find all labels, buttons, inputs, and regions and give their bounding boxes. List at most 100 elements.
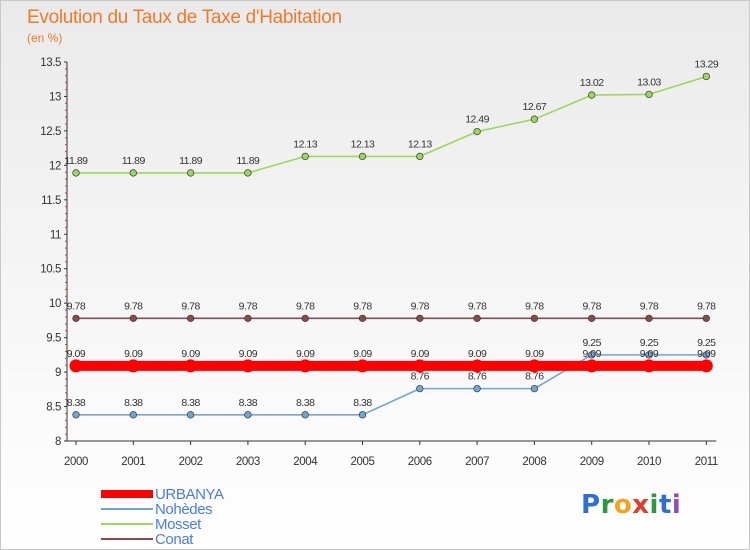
- y-tick-label: 9.5: [46, 333, 61, 345]
- data-label: 9.09: [124, 348, 143, 360]
- x-tick-label: 2002: [179, 456, 203, 468]
- data-labels-layer: 8.38 8.38 8.38 8.38 8.38 8.38 8.76 8.76 8.76 9.25…: [65, 58, 720, 409]
- data-label: 9.78: [640, 300, 659, 312]
- data-label: 8.76: [468, 371, 487, 383]
- data-label: 12.13: [293, 138, 317, 150]
- data-label: 9.78: [411, 300, 430, 312]
- data-point: [129, 314, 137, 322]
- data-point: [473, 314, 481, 322]
- x-tick-label: 2005: [351, 456, 375, 468]
- data-label: 8.38: [124, 397, 143, 409]
- series-nohedes: [72, 351, 710, 419]
- data-point: [645, 314, 653, 322]
- data-point: [301, 411, 309, 419]
- data-label: 8.76: [525, 371, 544, 383]
- y-tick-label: 10: [49, 298, 61, 310]
- data-label: 8.38: [67, 397, 86, 409]
- legend-swatch: [101, 523, 153, 525]
- data-point: [244, 169, 252, 177]
- data-label: 9.78: [468, 300, 487, 312]
- data-point: [585, 359, 599, 373]
- data-point: [241, 359, 255, 373]
- data-label: 13.29: [694, 58, 718, 70]
- data-point: [72, 314, 80, 322]
- data-label: 13.03: [637, 76, 661, 88]
- data-label: 9.09: [582, 348, 601, 360]
- data-label: 9.09: [239, 348, 258, 360]
- data-label: 8.38: [296, 397, 315, 409]
- data-point: [645, 90, 653, 99]
- data-point: [530, 384, 539, 393]
- data-label: 12.49: [465, 114, 489, 126]
- legend-label: Nohèdes: [155, 501, 213, 518]
- x-tick-label: 2006: [408, 456, 432, 468]
- proxiti-logo: Proxiti: [581, 490, 682, 520]
- data-label: 13.02: [580, 77, 604, 89]
- data-label: 9.78: [239, 300, 258, 312]
- y-tick-label: 13: [49, 91, 61, 103]
- data-point: [416, 152, 424, 161]
- data-label: 8.38: [181, 397, 200, 409]
- data-point: [356, 359, 369, 373]
- legend-label: Mosset: [155, 516, 201, 533]
- data-point: [358, 152, 367, 161]
- y-tick-label: 11: [50, 229, 61, 241]
- data-point: [588, 351, 596, 359]
- data-label: 9.09: [640, 348, 659, 360]
- y-tick-label: 12.5: [40, 126, 61, 138]
- data-point: [186, 411, 195, 419]
- data-point: [473, 384, 481, 393]
- y-tick-label: 12: [49, 160, 61, 172]
- data-label: 12.13: [351, 138, 375, 150]
- x-tick-label: 2003: [236, 456, 260, 468]
- series-line: [76, 354, 707, 416]
- data-point: [301, 152, 309, 161]
- data-label: 9.25: [582, 337, 601, 349]
- data-label: 11.89: [236, 155, 260, 167]
- data-label: 9.78: [697, 300, 716, 312]
- data-label: 9.78: [124, 300, 143, 312]
- data-point: [301, 314, 309, 322]
- data-point: [244, 314, 252, 322]
- data-label: 11.89: [65, 155, 89, 167]
- data-label: 9.78: [296, 300, 315, 312]
- data-point: [702, 351, 710, 359]
- data-label: 9.25: [640, 337, 659, 349]
- data-point: [416, 314, 424, 322]
- y-tick-label: 8.5: [46, 402, 61, 414]
- data-label: 9.78: [181, 300, 200, 312]
- x-tick-label: 2011: [695, 456, 718, 468]
- data-point: [413, 359, 427, 373]
- data-point: [129, 169, 137, 177]
- series-line: [76, 75, 707, 174]
- data-label: 9.25: [697, 337, 716, 349]
- data-label: 9.09: [525, 348, 544, 360]
- data-point: [72, 411, 80, 419]
- data-point: [186, 169, 195, 177]
- legend-swatch: [101, 490, 153, 498]
- y-tick-label: 8: [55, 436, 61, 448]
- series-mosset: [72, 72, 710, 177]
- x-tick-label: 2009: [580, 456, 604, 468]
- legend-label: URBANYA: [155, 486, 224, 503]
- data-label: 9.78: [525, 300, 544, 312]
- y-tick-label: 13.5: [40, 57, 61, 69]
- data-point: [527, 359, 541, 373]
- data-label: 8.76: [411, 371, 430, 383]
- data-point: [358, 314, 367, 322]
- data-point: [642, 359, 656, 373]
- data-point: [702, 72, 710, 81]
- data-point: [358, 411, 367, 419]
- data-label: 9.78: [582, 300, 601, 312]
- data-label: 9.09: [67, 348, 86, 360]
- y-tick-label: 9: [55, 367, 61, 379]
- data-point: [699, 359, 713, 373]
- data-point: [184, 359, 198, 373]
- data-point: [530, 314, 539, 322]
- data-point: [129, 411, 137, 419]
- y-tick-label: 11.5: [41, 195, 61, 207]
- data-point: [588, 91, 596, 99]
- series-layer: [69, 72, 713, 419]
- data-label: 8.38: [353, 397, 372, 409]
